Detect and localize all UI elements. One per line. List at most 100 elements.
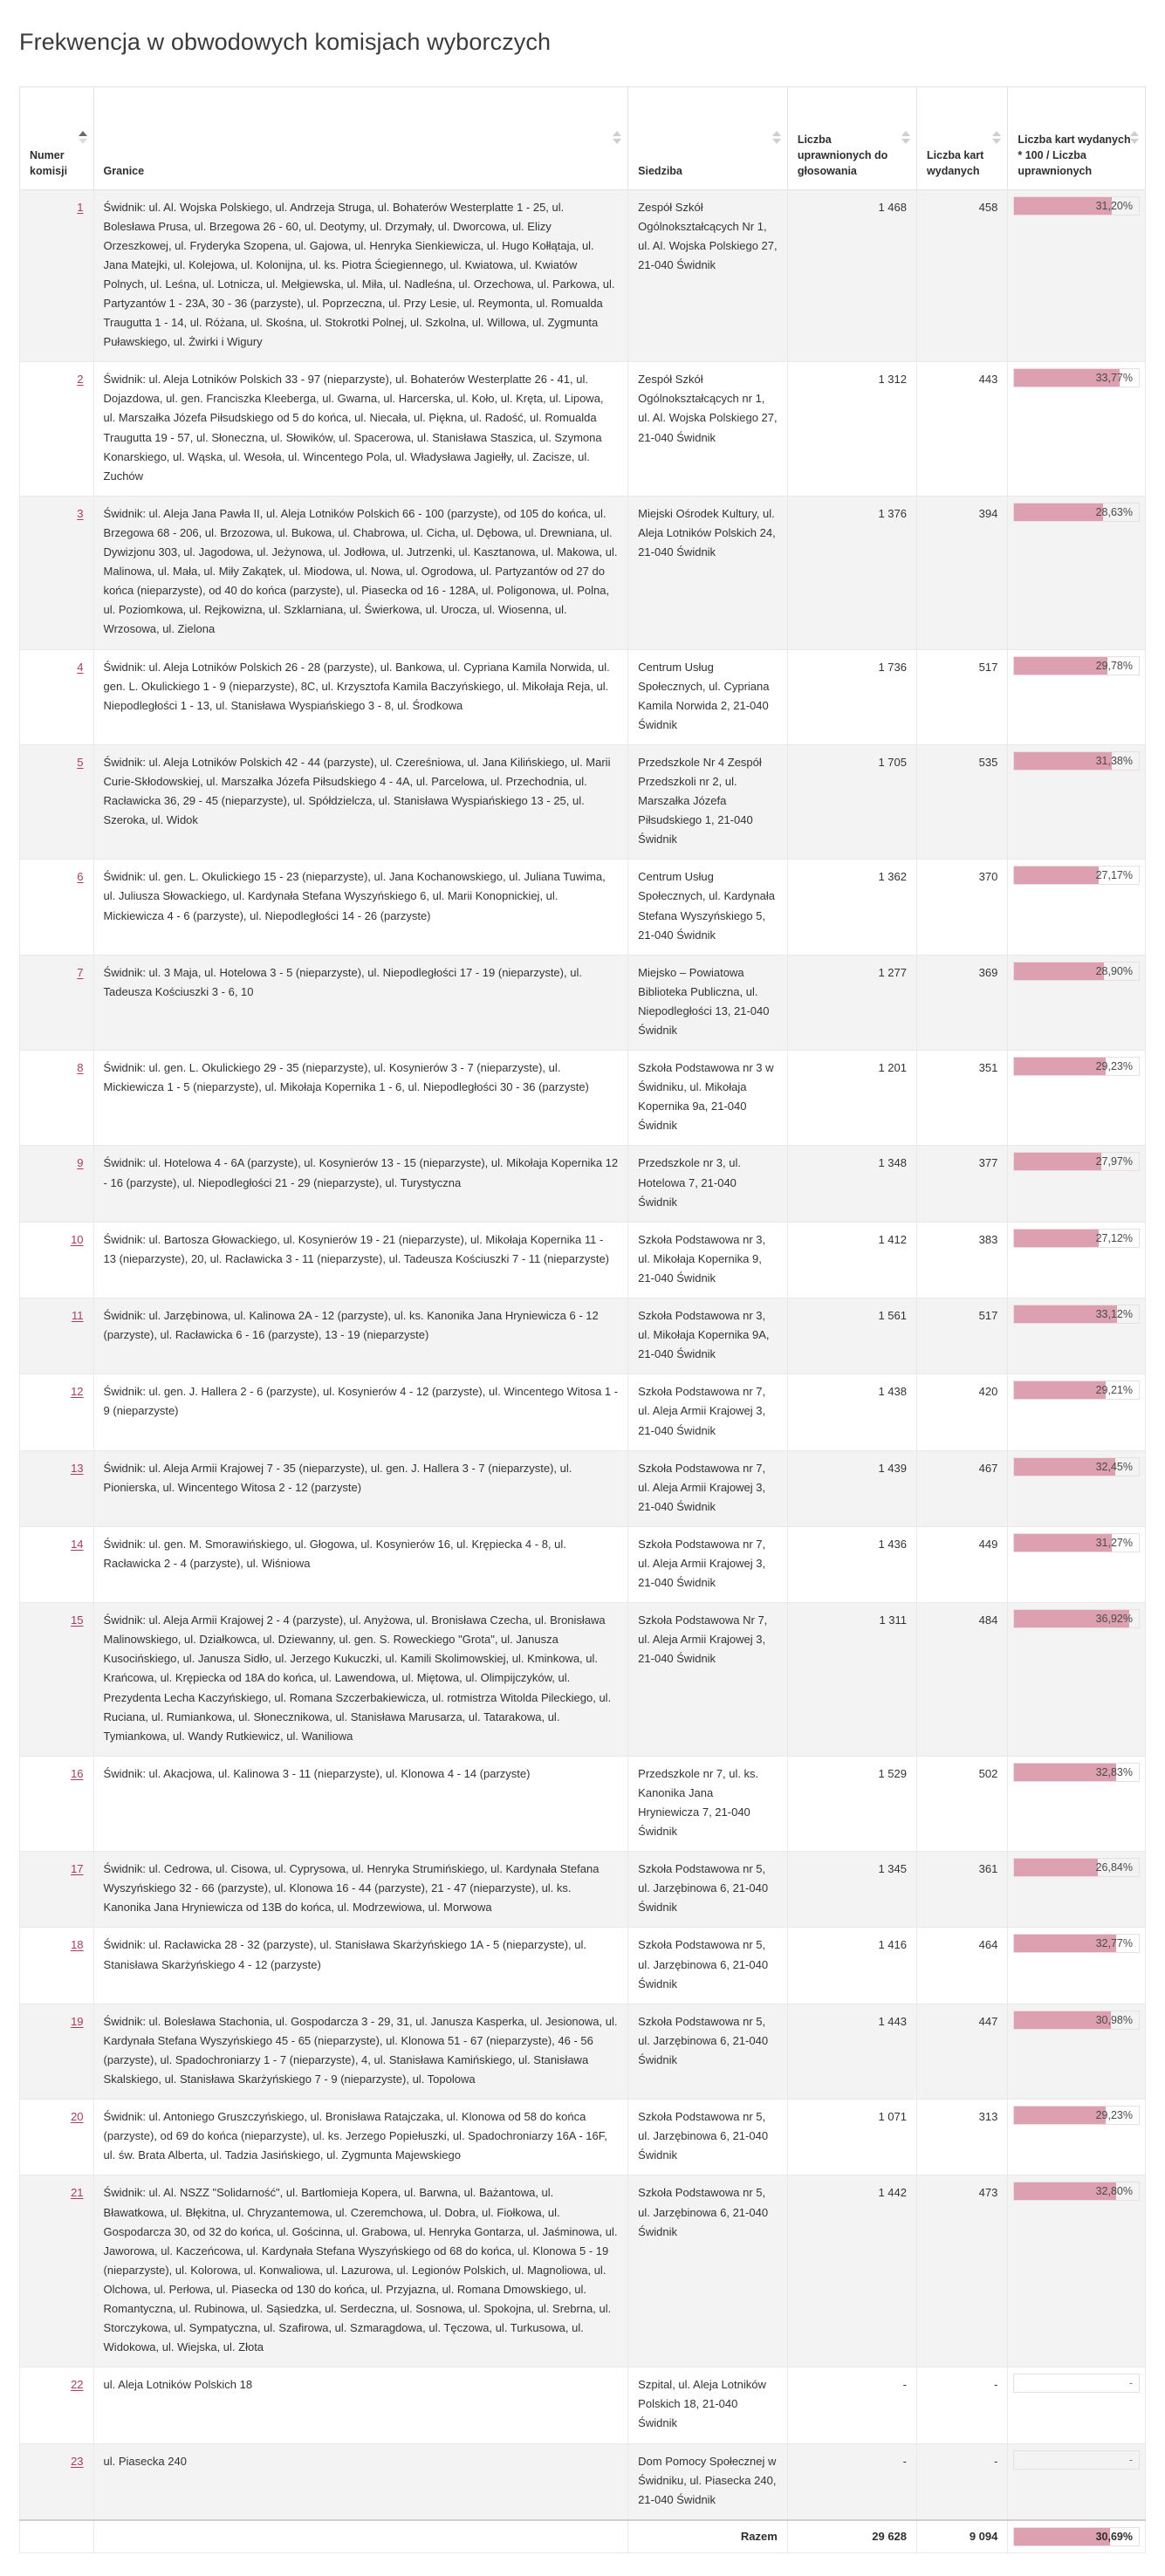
progress-fill	[1014, 2011, 1111, 2029]
progress-bar: 27,97%	[1013, 1152, 1140, 1172]
procent-label: 32,45%	[1095, 1460, 1133, 1473]
procent-label: 31,20%	[1095, 199, 1133, 212]
cell-numer-komisji: 7	[19, 954, 94, 1052]
table-row: 13 Świdnik: ul. Aleja Armii Krajowej 7 - …	[19, 1449, 1146, 1527]
cell-numer-komisji: 15	[19, 1602, 94, 1757]
numer-komisji-link[interactable]: 5	[77, 755, 84, 769]
numer-komisji-link[interactable]: 7	[77, 965, 84, 979]
numer-komisji-link[interactable]: 22	[71, 2378, 84, 2392]
sort-arrows-icon[interactable]	[771, 130, 781, 145]
column-header-label: Granice	[103, 164, 145, 177]
table-row: 4 Świdnik: ul. Aleja Lotników Polskich 26…	[19, 648, 1146, 745]
sort-arrows-icon[interactable]	[613, 130, 622, 145]
numer-komisji-link[interactable]: 19	[71, 2014, 84, 2028]
progress-fill	[1014, 2107, 1106, 2125]
progress-fill	[1014, 369, 1120, 387]
cell-procent: -	[1007, 2367, 1146, 2444]
column-header-granice[interactable]: Granice	[93, 86, 629, 190]
progress-fill	[1014, 1229, 1100, 1247]
total-karty: 9 094	[916, 2518, 1009, 2553]
numer-komisji-link[interactable]: 9	[77, 1156, 84, 1170]
sort-arrows-icon[interactable]	[78, 130, 87, 145]
column-header-procent-frekwencji[interactable]: Liczba kart wydanych * 100 / Liczba upra…	[1007, 86, 1146, 190]
page-title: Frekwencja w obwodowych komisjach wyborc…	[19, 29, 552, 56]
progress-fill	[1014, 656, 1107, 675]
cell-liczba-uprawnionych: 1 362	[786, 859, 918, 956]
sort-arrows-icon[interactable]	[1130, 130, 1139, 145]
numer-komisji-link[interactable]: 14	[71, 1537, 84, 1551]
numer-komisji-link[interactable]: 20	[71, 2110, 84, 2124]
cell-siedziba: Szkoła Podstawowa nr 5, ul. Jarzębinowa …	[627, 1927, 788, 2004]
numer-komisji-link[interactable]: 2	[77, 373, 84, 387]
cell-siedziba: Zespół Szkół Ogólnokształcących Nr 1, ul…	[627, 188, 788, 363]
progress-bar: 29,78%	[1013, 655, 1140, 675]
numer-komisji-link[interactable]: 16	[71, 1766, 84, 1780]
table-row: 21 Świdnik: ul. Al. NSZZ "Solidarność", u…	[19, 2175, 1146, 2368]
cell-numer-komisji: 13	[19, 1449, 94, 1527]
progress-fill	[1014, 196, 1112, 215]
numer-komisji-link[interactable]: 10	[71, 1232, 84, 1246]
progress-fill	[1014, 1381, 1106, 1400]
cell-procent: 33,12%	[1007, 1298, 1146, 1375]
numer-komisji-link[interactable]: 13	[71, 1461, 84, 1475]
sort-arrows-icon[interactable]	[992, 130, 1002, 145]
progress-fill	[1014, 867, 1100, 885]
cell-numer-komisji: 20	[19, 2099, 94, 2176]
cell-liczba-kart: 484	[916, 1602, 1009, 1757]
cell-numer-komisji: 10	[19, 1221, 94, 1299]
cell-granice: Świdnik: ul. Aleja Lotników Polskich 42 …	[93, 743, 629, 860]
column-header-label: Siedziba	[638, 164, 682, 177]
cell-procent: 31,20%	[1007, 188, 1146, 363]
numer-komisji-link[interactable]: 21	[71, 2186, 84, 2200]
sort-arrows-icon[interactable]	[901, 130, 911, 145]
table-row: 16 Świdnik: ul. Akacjowa, ul. Kalinowa 3 …	[19, 1755, 1146, 1853]
cell-numer-komisji: 1	[19, 188, 94, 363]
numer-komisji-link[interactable]: 23	[71, 2454, 84, 2468]
numer-komisji-link[interactable]: 17	[71, 1862, 84, 1876]
column-header-siedziba[interactable]: Siedziba	[627, 86, 788, 190]
column-header-numer-komisji[interactable]: Numer komisji	[19, 86, 94, 190]
cell-granice: Świdnik: ul. Antoniego Gruszczyńskiego, …	[93, 2099, 629, 2176]
cell-granice: Świdnik: ul. Aleja Lotników Polskich 33 …	[93, 361, 629, 497]
procent-label: -	[1128, 2377, 1133, 2390]
cell-siedziba: Miejski Ośrodek Kultury, ul. Aleja Lotni…	[627, 495, 788, 650]
cell-liczba-kart: -	[916, 2367, 1009, 2444]
progress-bar: 28,63%	[1013, 502, 1140, 522]
progress-fill	[1014, 962, 1105, 980]
cell-liczba-kart: 517	[916, 1298, 1009, 1375]
procent-label: 29,21%	[1095, 1384, 1133, 1397]
numer-komisji-link[interactable]: 18	[71, 1938, 84, 1952]
table-row: 15 Świdnik: ul. Aleja Armii Krajowej 2 - …	[19, 1602, 1146, 1757]
numer-komisji-link[interactable]: 3	[77, 506, 84, 520]
numer-komisji-link[interactable]: 12	[71, 1385, 84, 1399]
column-header-liczba-uprawnionych[interactable]: Liczba uprawnionych do głosowania	[786, 86, 918, 190]
cell-procent: 29,21%	[1007, 1374, 1146, 1451]
cell-procent: 36,92%	[1007, 1602, 1146, 1757]
progress-bar: 31,20%	[1013, 195, 1140, 216]
cell-liczba-uprawnionych: 1 348	[786, 1145, 918, 1223]
table-row: 22 ul. Aleja Lotników Polskich 18 Szpital,…	[19, 2367, 1146, 2444]
numer-komisji-link[interactable]: 1	[77, 200, 84, 214]
total-empty-1	[19, 2518, 94, 2553]
numer-komisji-link[interactable]: 15	[71, 1613, 84, 1627]
cell-granice: Świdnik: ul. gen. J. Hallera 2 - 6 (parz…	[93, 1374, 629, 1451]
cell-siedziba: Przedszkole nr 7, ul. ks. Kanonika Jana …	[627, 1755, 788, 1853]
progress-fill	[1014, 503, 1104, 521]
cell-procent: 29,23%	[1007, 2099, 1146, 2176]
cell-liczba-kart: 313	[916, 2099, 1009, 2176]
progress-fill	[1014, 1610, 1130, 1628]
progress-fill	[1014, 1153, 1102, 1171]
cell-liczba-kart: -	[916, 2442, 1009, 2521]
cell-siedziba: Szkoła Podstawowa Nr 7, ul. Aleja Armii …	[627, 1602, 788, 1757]
cell-procent: 29,78%	[1007, 648, 1146, 745]
cell-liczba-uprawnionych: 1 439	[786, 1449, 918, 1527]
numer-komisji-link[interactable]: 6	[77, 870, 84, 884]
cell-siedziba: Centrum Usług Społecznych, ul. Kardynała…	[627, 859, 788, 956]
cell-granice: Świdnik: ul. Jarzębinowa, ul. Kalinowa 2…	[93, 1298, 629, 1375]
numer-komisji-link[interactable]: 8	[77, 1061, 84, 1075]
table-row: 11 Świdnik: ul. Jarzębinowa, ul. Kalinowa…	[19, 1298, 1146, 1375]
procent-label: 28,90%	[1095, 964, 1133, 977]
numer-komisji-link[interactable]: 4	[77, 660, 84, 674]
numer-komisji-link[interactable]: 11	[72, 1309, 84, 1323]
column-header-liczba-kart-wydanych[interactable]: Liczba kart wydanych	[916, 86, 1009, 190]
